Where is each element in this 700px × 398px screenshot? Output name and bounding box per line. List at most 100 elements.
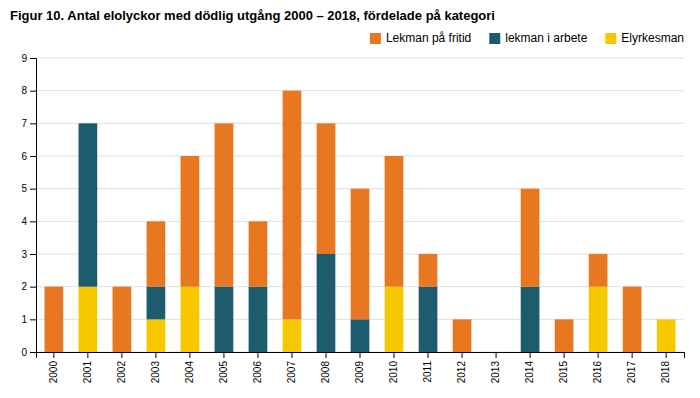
- y-tick-label: 9: [21, 53, 27, 64]
- x-tick: 2018: [660, 352, 671, 383]
- bar: [521, 287, 540, 352]
- bar: [113, 287, 132, 352]
- grid-line: [36, 156, 684, 157]
- x-tick: 2016: [592, 352, 603, 383]
- bar: [147, 287, 166, 320]
- y-tick: 0: [21, 347, 36, 358]
- y-tick-label: 2: [21, 281, 27, 292]
- x-tick: 2006: [252, 352, 263, 383]
- x-tick: 2014: [524, 352, 535, 383]
- y-tick-mark: [30, 352, 36, 353]
- bar: [351, 319, 370, 352]
- series: [45, 91, 642, 352]
- x-tick-mark: [666, 352, 667, 358]
- bar: [589, 287, 608, 352]
- legend-label: Lekman på fritid: [386, 31, 471, 45]
- legend-swatch: [489, 33, 500, 44]
- y-tick-label: 0: [21, 347, 27, 358]
- grid-line: [36, 90, 684, 91]
- x-tick-mark: [564, 352, 565, 358]
- y-tick-label: 3: [21, 249, 27, 260]
- legend-swatch: [370, 33, 381, 44]
- y-tick: 5: [21, 183, 36, 194]
- y-tick-label: 4: [21, 216, 27, 227]
- chart: Figur 10. Antal elolyckor med dödlig utg…: [0, 0, 700, 398]
- x-tick-mark: [291, 352, 292, 358]
- x-tick-label: 2001: [82, 361, 93, 384]
- x-tick: 2007: [286, 352, 297, 383]
- x-tick-mark: [189, 352, 190, 358]
- y-tick: 2: [21, 281, 36, 292]
- bar: [453, 319, 472, 352]
- x-tick-label: 2003: [150, 361, 161, 384]
- plot: 0123456789200020012002200320042005200620…: [21, 53, 684, 384]
- legend-label: Elyrkesman: [621, 31, 684, 45]
- bar: [555, 319, 574, 352]
- bar: [283, 319, 302, 352]
- x-tick-label: 2009: [354, 361, 365, 384]
- bar: [487, 352, 506, 353]
- x-tick-mark: [325, 352, 326, 358]
- x-tick-label: 2011: [422, 361, 433, 383]
- y-tick: 9: [21, 53, 36, 64]
- y-tick-label: 8: [21, 85, 27, 96]
- bar: [589, 254, 608, 287]
- legend-item: Lekman på fritid: [370, 31, 471, 45]
- x-tick: 2011: [422, 352, 433, 383]
- y-tick-mark: [30, 319, 36, 320]
- x-tick: 2017: [626, 352, 637, 383]
- x-tick-label: 2017: [626, 361, 637, 384]
- y-tick-label: 6: [21, 151, 27, 162]
- bar: [623, 287, 642, 352]
- bar: [657, 319, 676, 320]
- y-tick-mark: [30, 254, 36, 255]
- bar: [419, 254, 438, 287]
- y-tick-label: 1: [21, 314, 27, 325]
- y-tick: 8: [21, 85, 36, 96]
- x-tick: 2009: [354, 352, 365, 383]
- bar: [487, 352, 506, 353]
- x-tick: 2012: [456, 352, 467, 383]
- y-tick-mark: [30, 123, 36, 124]
- bar: [147, 221, 166, 286]
- bar: [147, 319, 166, 352]
- y-tick-mark: [30, 287, 36, 288]
- grid: [36, 58, 684, 352]
- y-tick-mark: [30, 189, 36, 190]
- bar: [385, 287, 404, 352]
- bar: [249, 221, 268, 286]
- x-tick-label: 2002: [116, 361, 127, 384]
- bar: [79, 123, 98, 286]
- x-tick-mark: [632, 352, 633, 358]
- bars: [45, 91, 676, 352]
- x-tick-mark: [462, 352, 463, 358]
- x-tick-mark: [360, 352, 361, 358]
- y-tick: 6: [21, 151, 36, 162]
- bar: [215, 287, 234, 352]
- x-tick: 2004: [184, 352, 195, 383]
- x-tick-label: 2004: [184, 361, 195, 384]
- y-tick-mark: [30, 221, 36, 222]
- y-tick: 4: [21, 216, 36, 227]
- legend-swatch: [605, 33, 616, 44]
- x-tick-mark: [87, 352, 88, 358]
- x-tick-label: 2008: [320, 361, 331, 384]
- x-tick: 2010: [388, 352, 399, 383]
- y-tick-mark: [30, 91, 36, 92]
- y-tick-mark: [30, 156, 36, 157]
- legend-item: Elyrkesman: [605, 31, 684, 45]
- x-tick-label: 2000: [48, 361, 59, 384]
- series: [79, 123, 540, 352]
- bar: [419, 287, 438, 352]
- legend: Lekman på fritidlekman i arbeteElyrkesma…: [370, 31, 684, 45]
- x-tick-mark: [53, 352, 54, 358]
- x-tick-label: 2005: [218, 361, 229, 384]
- bar: [521, 189, 540, 287]
- bar: [45, 287, 64, 352]
- x-tick: 2008: [320, 352, 331, 383]
- x-tick-mark: [598, 352, 599, 358]
- y-axis-line: [30, 59, 37, 353]
- x-tick-label: 2010: [388, 361, 399, 384]
- y-tick: 3: [21, 249, 36, 260]
- bar: [181, 156, 200, 287]
